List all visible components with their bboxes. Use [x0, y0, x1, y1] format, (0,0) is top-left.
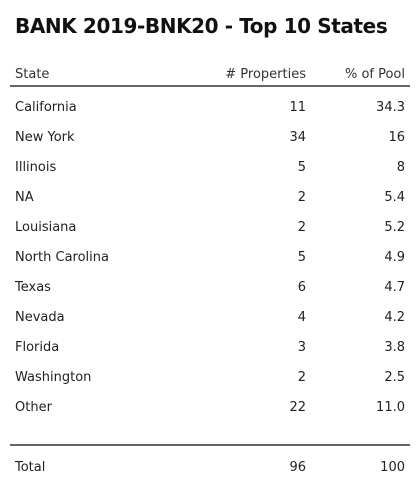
- cell-pool: 8: [396, 160, 405, 175]
- header-pool: % of Pool: [344, 67, 405, 82]
- cell-properties: 4: [297, 310, 306, 325]
- table-row: North Carolina 5 4.9: [10, 242, 410, 272]
- cell-state: Other: [15, 400, 52, 415]
- table-row: Texas 6 4.7: [10, 272, 410, 302]
- cell-state: Washington: [15, 370, 92, 385]
- table-row: Nevada 4 4.2: [10, 302, 410, 332]
- cell-properties: 2: [297, 190, 306, 205]
- cell-pool: 4.2: [384, 310, 405, 325]
- cell-pool: 5.2: [384, 220, 405, 235]
- table-row: Illinois 5 8: [10, 152, 410, 182]
- cell-pool: 4.7: [384, 280, 405, 295]
- total-label: Total: [15, 460, 46, 475]
- total-row: Total 96 100: [10, 452, 410, 482]
- header-properties: # Properties: [225, 67, 306, 82]
- table-row: NA 2 5.4: [10, 182, 410, 212]
- table-row: California 11 34.3: [10, 92, 410, 122]
- total-properties: 96: [289, 460, 306, 475]
- cell-state: Nevada: [15, 310, 65, 325]
- states-table: State # Properties % of Pool California 1…: [10, 64, 410, 422]
- table-header: State # Properties % of Pool: [10, 64, 410, 87]
- cell-properties: 11: [289, 100, 306, 115]
- cell-state: New York: [15, 130, 75, 145]
- cell-properties: 2: [297, 370, 306, 385]
- cell-state: Louisiana: [15, 220, 77, 235]
- cell-properties: 5: [297, 250, 306, 265]
- cell-pool: 3.8: [384, 340, 405, 355]
- cell-pool: 16: [388, 130, 405, 145]
- cell-state: NA: [15, 190, 34, 205]
- cell-pool: 34.3: [376, 100, 405, 115]
- cell-pool: 2.5: [384, 370, 405, 385]
- cell-state: North Carolina: [15, 250, 109, 265]
- total-pool: 100: [380, 460, 405, 475]
- cell-state: Texas: [15, 280, 51, 295]
- table-row: Washington 2 2.5: [10, 362, 410, 392]
- table-row: Florida 3 3.8: [10, 332, 410, 362]
- cell-properties: 34: [289, 130, 306, 145]
- cell-pool: 11.0: [376, 400, 405, 415]
- table-row: Louisiana 2 5.2: [10, 212, 410, 242]
- cell-properties: 22: [289, 400, 306, 415]
- total-divider: [10, 444, 410, 446]
- table-body: California 11 34.3 New York 34 16 Illinois 5 8 NA…: [10, 87, 410, 422]
- header-state: State: [15, 67, 50, 82]
- cell-properties: 3: [297, 340, 306, 355]
- cell-properties: 5: [297, 160, 306, 175]
- cell-state: California: [15, 100, 77, 115]
- cell-properties: 6: [297, 280, 306, 295]
- table-row: New York 34 16: [10, 122, 410, 152]
- cell-state: Illinois: [15, 160, 57, 175]
- cell-state: Florida: [15, 340, 60, 355]
- cell-pool: 4.9: [384, 250, 405, 265]
- table-title: BANK 2019-BNK20 - Top 10 States: [15, 14, 388, 38]
- cell-pool: 5.4: [384, 190, 405, 205]
- cell-properties: 2: [297, 220, 306, 235]
- table-row: Other 22 11.0: [10, 392, 410, 422]
